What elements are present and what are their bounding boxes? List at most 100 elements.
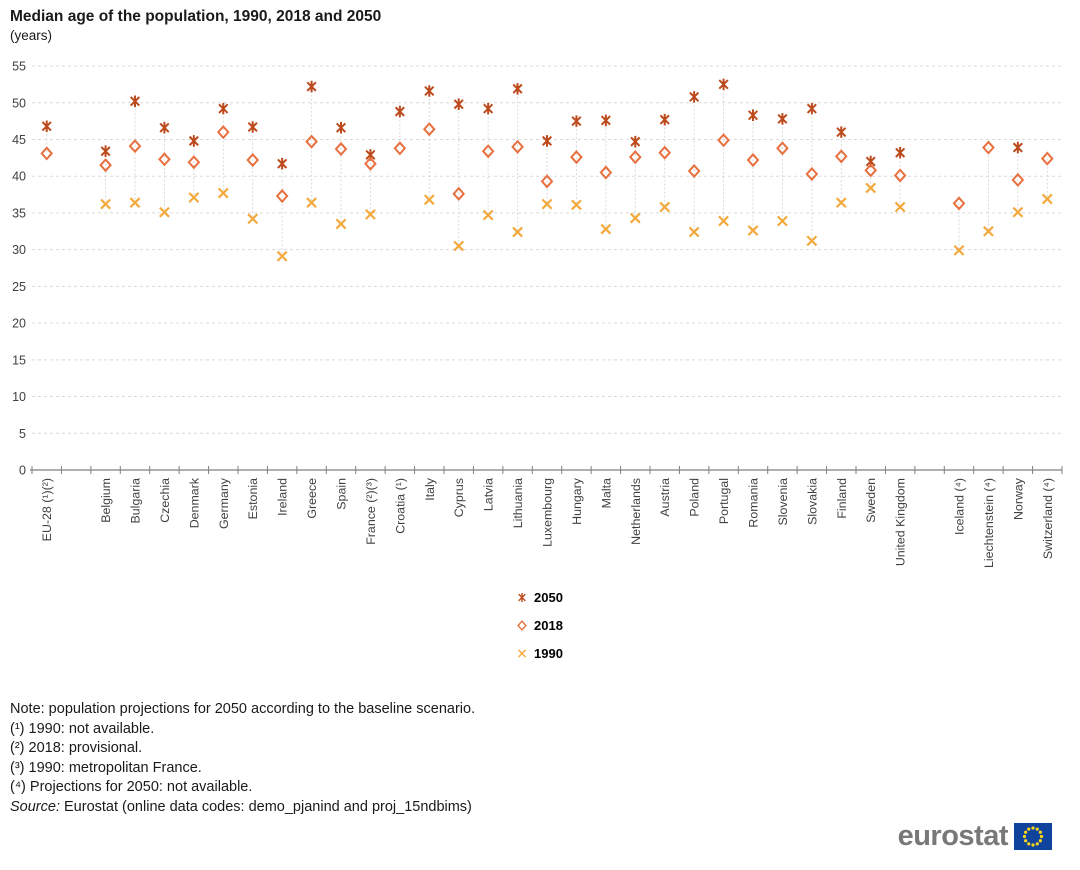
note-line: Note: population projections for 2050 ac…	[10, 701, 476, 717]
marker-2050-portugal	[718, 78, 729, 91]
legend-marker-2018-diamond-icon	[517, 620, 527, 631]
x-axis-label-united-kingdom: United Kingdom	[894, 478, 908, 566]
y-tick-label-10: 10	[12, 390, 26, 404]
x-axis-label-latvia: Latvia	[482, 478, 496, 511]
marker-2018-norway	[1011, 172, 1025, 187]
y-tick-label-30: 30	[12, 243, 26, 257]
marker-2018-france	[364, 156, 377, 171]
x-axis-label-denmark: Denmark	[187, 477, 201, 528]
marker-2050-romania	[747, 109, 759, 122]
x-axis-label-spain: Spain	[335, 478, 349, 510]
x-axis-label-finland: Finland	[835, 478, 849, 519]
x-axis-label-iceland: Iceland (⁴)	[953, 478, 967, 535]
marker-1990-portugal	[718, 215, 729, 227]
marker-2018-bulgaria	[128, 138, 142, 154]
marker-2018-slovenia	[776, 141, 789, 156]
y-tick-label-45: 45	[12, 133, 26, 147]
marker-1990-sweden	[865, 182, 877, 194]
y-tick-label-5: 5	[19, 427, 26, 441]
marker-2050-italy	[424, 85, 435, 97]
marker-2050-germany	[218, 102, 229, 115]
x-axis-label-belgium: Belgium	[99, 478, 113, 523]
marker-1990-germany	[217, 187, 229, 199]
x-axis-label-luxembourg: Luxembourg	[541, 478, 555, 547]
x-axis-label-italy: Italy	[423, 477, 437, 501]
x-axis-label-switzerland: Switzerland (⁴)	[1041, 478, 1055, 559]
y-tick-label-35: 35	[12, 206, 26, 220]
marker-2018-lithuania	[511, 139, 524, 154]
marker-2050-poland	[689, 91, 700, 103]
x-axis-label-slovenia: Slovenia	[776, 478, 790, 526]
marker-2018-eu-28	[40, 146, 54, 161]
x-axis-label-austria: Austria	[658, 478, 672, 517]
source-text: Eurostat (online data codes: demo_pjanin…	[59, 798, 472, 815]
marker-2050-croatia	[394, 105, 405, 118]
x-axis-label-slovakia: Slovakia	[805, 478, 819, 525]
marker-2018-luxembourg	[540, 174, 554, 189]
marker-2050-bulgaria	[129, 95, 141, 108]
marker-2018-switzerland	[1040, 151, 1054, 166]
x-axis-label-eu-28: EU-28 (¹)(²)	[40, 478, 54, 541]
footnote-3: (³) 1990: metropolitan France.	[10, 759, 202, 776]
marker-2018-denmark	[187, 155, 201, 170]
source-prefix: Source:	[10, 798, 60, 815]
x-axis-label-lithuania: Lithuania	[511, 478, 525, 528]
marker-1990-bulgaria	[129, 197, 141, 209]
marker-2050-malta	[600, 114, 611, 127]
marker-1990-netherlands	[629, 212, 641, 224]
marker-2018-slovakia	[805, 166, 819, 182]
marker-2050-latvia	[483, 102, 494, 115]
chart-svg: 0 5 10 15 20 25 30 35 40 45 50 55 EU-28 (¹)(²) Belgiu…	[12, 60, 1063, 568]
marker-2018-estonia	[246, 152, 260, 168]
marker-2050-ireland	[277, 157, 288, 170]
marker-1990-estonia	[247, 213, 259, 225]
marker-1990-slovenia	[777, 215, 788, 227]
marker-2018-czechia	[158, 152, 171, 167]
marker-2050-luxembourg	[541, 135, 553, 147]
y-tick-label-55: 55	[12, 60, 26, 74]
marker-2018-cyprus	[452, 186, 466, 201]
marker-1990-switzerland	[1041, 193, 1053, 205]
marker-1990-austria	[659, 201, 671, 213]
marker-2018-malta	[599, 165, 613, 180]
marker-1990-ireland	[276, 250, 288, 262]
x-axis-label-sweden: Sweden	[864, 478, 878, 523]
x-axis-label-germany: Germany	[217, 477, 231, 529]
marker-1990-france	[365, 209, 376, 220]
marker-1990-romania	[747, 225, 759, 236]
y-tick-label-40: 40	[12, 170, 26, 184]
marker-1990-slovakia	[806, 235, 818, 247]
y-tick-label-15: 15	[12, 353, 26, 367]
eu-flag-stars	[1022, 826, 1044, 847]
legend-label-2018: 2018	[534, 618, 563, 633]
marker-1990-latvia	[482, 209, 494, 221]
marker-2050-czechia	[159, 121, 170, 134]
x-axis-label-france: France (²)(³)	[364, 478, 378, 545]
x-axis-label-bulgaria: Bulgaria	[129, 478, 143, 524]
marker-1990-italy	[423, 194, 435, 206]
marker-2018-sweden	[864, 163, 878, 178]
marker-1990-finland	[835, 197, 847, 209]
marker-1990-cyprus	[453, 240, 465, 252]
y-tick-label-50: 50	[12, 96, 26, 110]
marker-2018-belgium	[99, 158, 112, 173]
legend-item-2018: 2018	[514, 616, 563, 635]
marker-1990-greece	[306, 197, 317, 209]
marker-1990-hungary	[571, 199, 582, 211]
legend-marker-2050-star-icon	[518, 592, 526, 603]
marker-2050-austria	[659, 113, 670, 126]
marker-2050-slovakia	[806, 102, 817, 115]
x-axis-label-ireland: Ireland	[276, 478, 290, 516]
marker-1990-iceland	[953, 245, 965, 256]
marker-2050-greece	[306, 80, 317, 93]
notes-block: Note: population projections for 2050 ac…	[10, 700, 475, 817]
marker-2018-poland	[687, 163, 701, 179]
x-axis-label-poland: Poland	[688, 478, 702, 517]
legend-marker-1990-x-icon	[517, 649, 527, 658]
marker-2050-slovenia	[777, 113, 788, 125]
marker-2018-romania	[746, 152, 760, 168]
marker-1990-united-kingdom	[894, 201, 906, 213]
x-axis-label-liechtenstein: Liechtenstein (⁴)	[982, 478, 996, 568]
marker-2018-austria	[658, 145, 672, 160]
y-tick-label-25: 25	[12, 280, 26, 294]
